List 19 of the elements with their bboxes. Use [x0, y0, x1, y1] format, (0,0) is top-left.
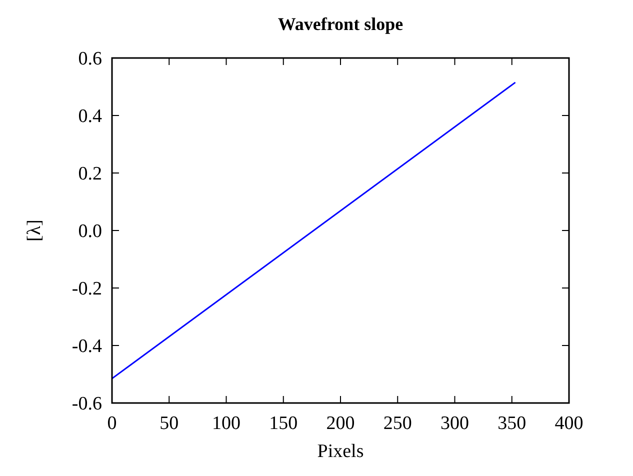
y-tick-label: -0.6: [72, 394, 102, 415]
y-tick-label: 0.2: [78, 164, 102, 185]
x-tick-label: 300: [440, 413, 469, 434]
x-axis-title: Pixels: [317, 441, 364, 462]
y-tick-label: -0.2: [72, 278, 102, 300]
y-tick-label: 0.0: [78, 221, 102, 242]
x-tick-label: 50: [160, 413, 179, 434]
x-tick-label: 400: [554, 413, 584, 434]
x-tick-label: 350: [498, 413, 526, 434]
x-tick-label: 0: [107, 413, 117, 434]
x-tick-label: 100: [212, 413, 240, 434]
x-tick-label: 150: [269, 413, 298, 434]
x-tick-label: 200: [326, 413, 355, 434]
y-tick-label: 0.4: [78, 106, 102, 128]
y-axis-title: [λ]: [24, 220, 45, 242]
chart-title: Wavefront slope: [278, 14, 404, 34]
x-tick-label: 250: [383, 413, 412, 434]
y-tick-label: 0.6: [78, 48, 102, 70]
y-tick-label: -0.4: [72, 336, 102, 358]
